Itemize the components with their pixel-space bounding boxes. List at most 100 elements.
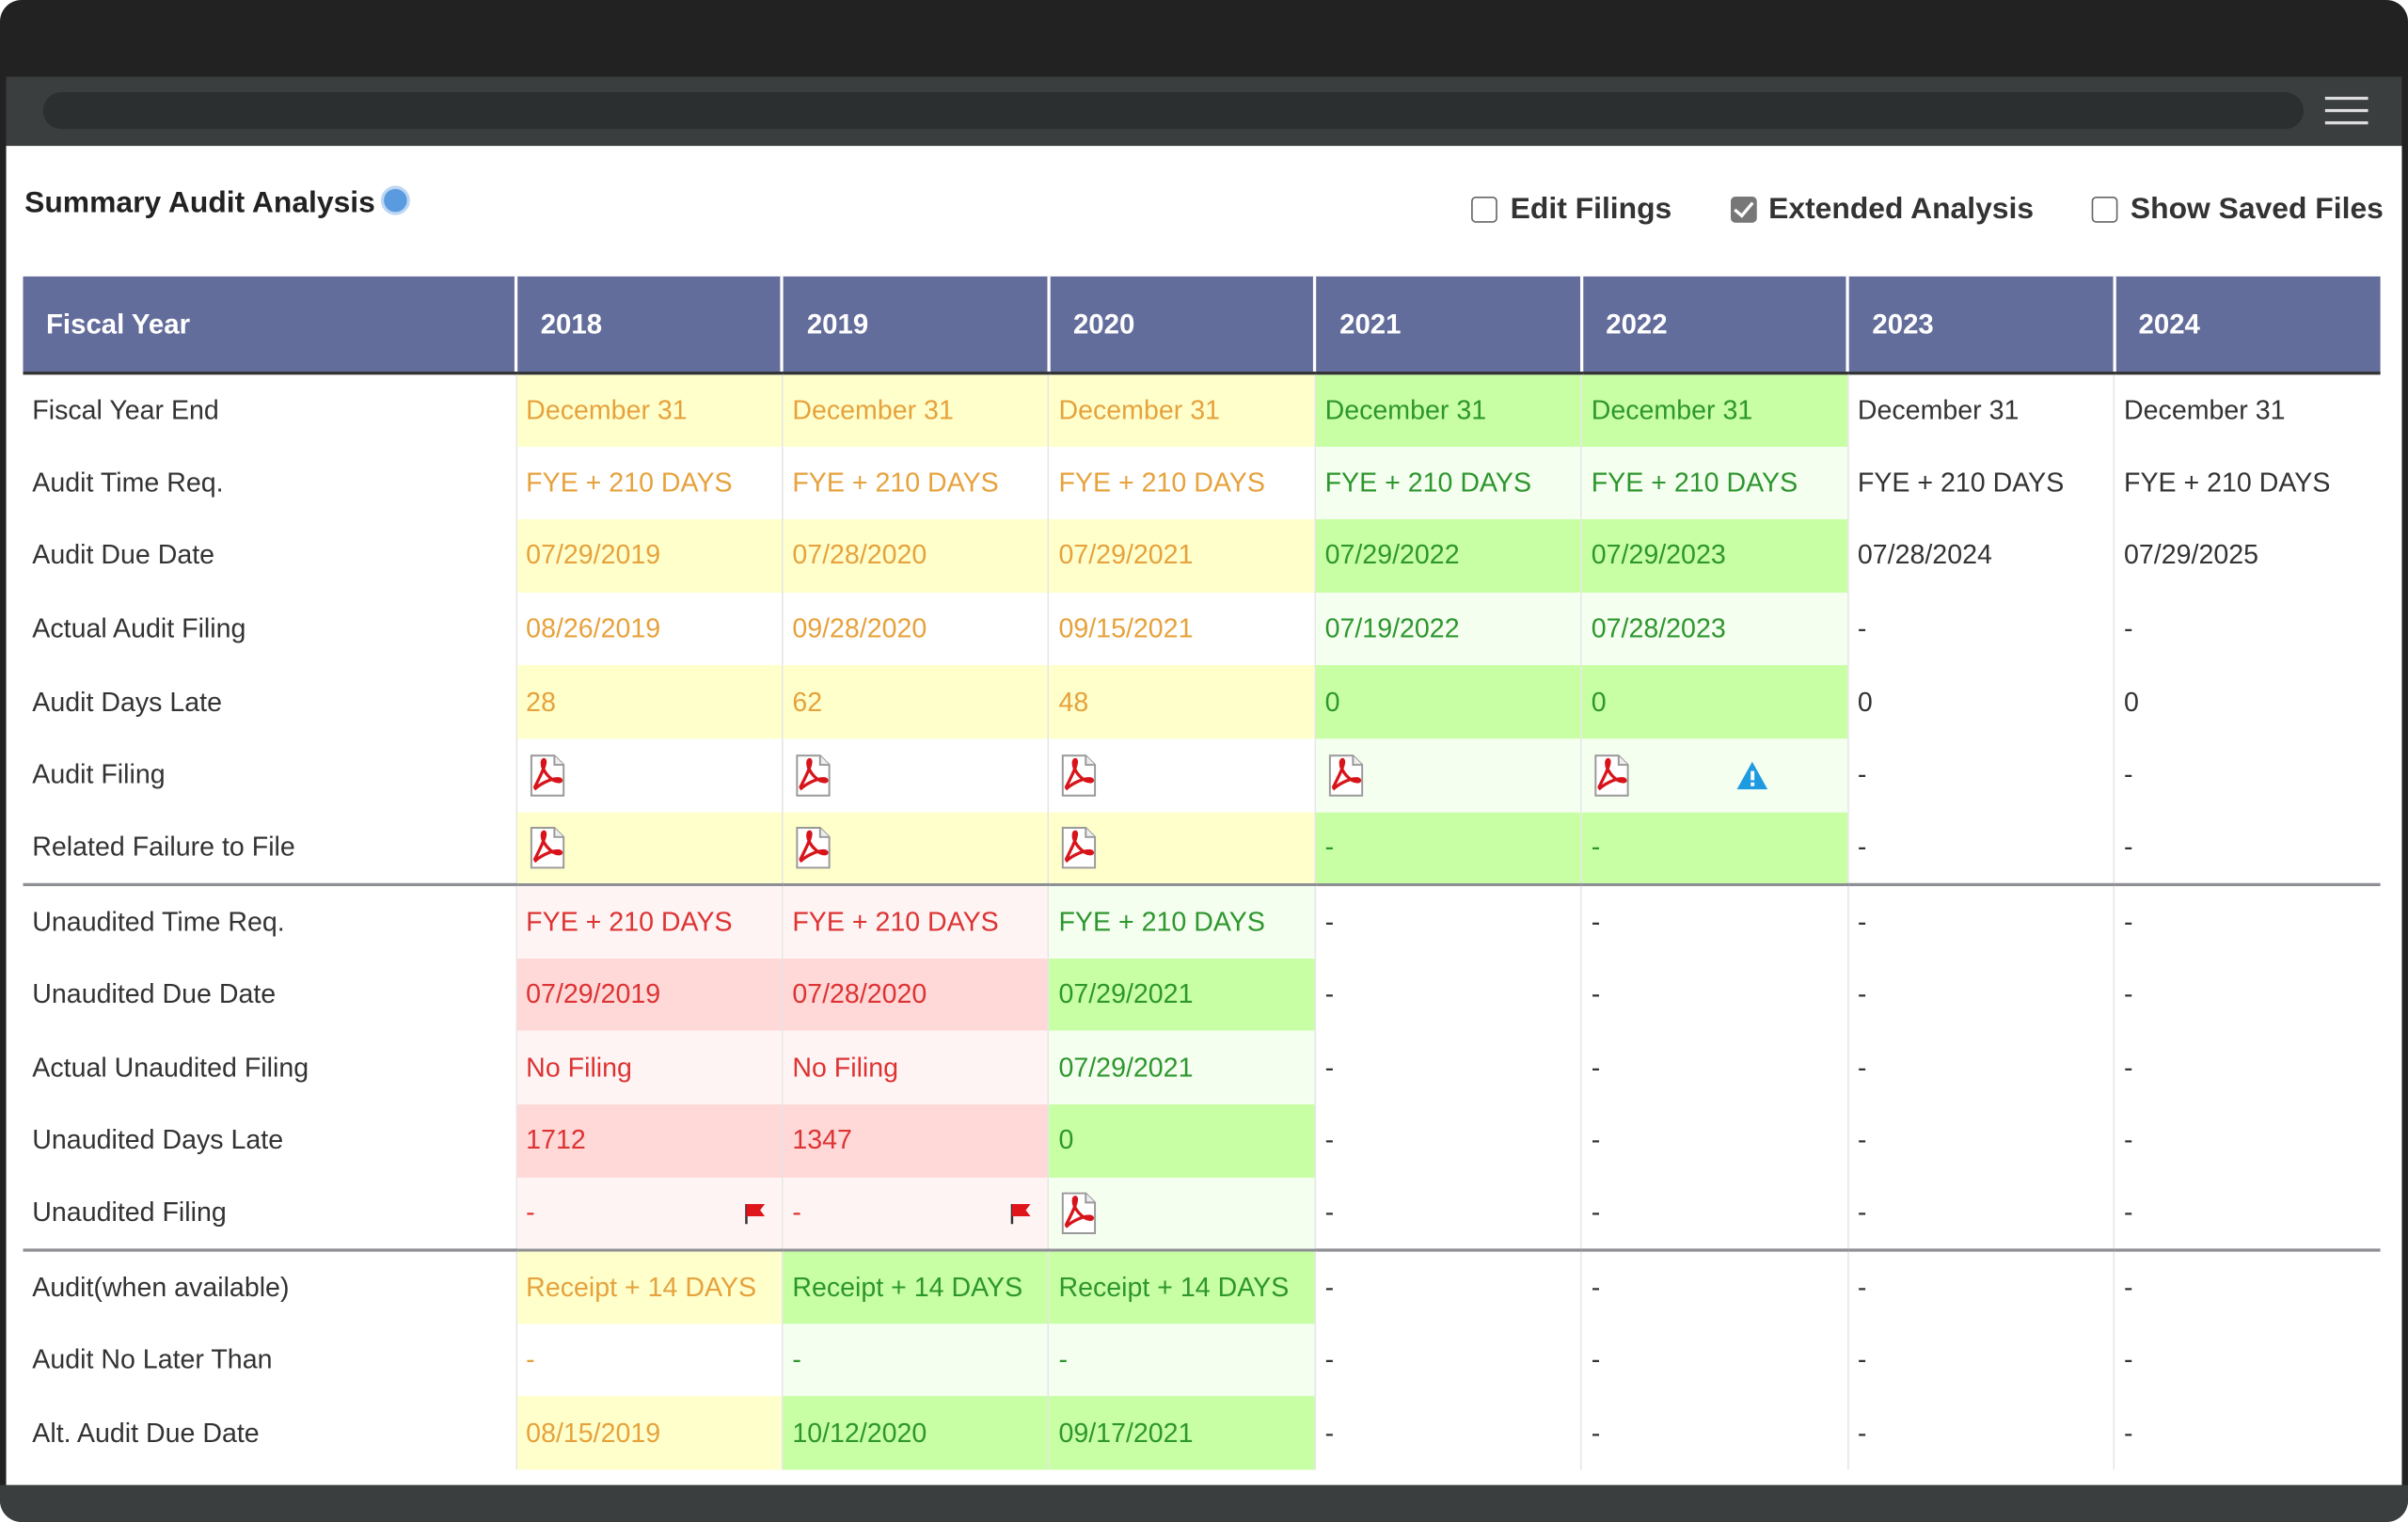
column-header: 2021 (1313, 276, 1582, 375)
table-cell: 0 (1048, 1103, 1315, 1178)
table-cell: - (1580, 1248, 1848, 1324)
cell-text: 07/29/2019 (526, 539, 661, 571)
table-cell (1580, 738, 1848, 812)
cell-text: December 31 (1324, 394, 1487, 425)
table-cell: 07/19/2022 (1314, 592, 1582, 666)
table-cell: - (1846, 738, 2115, 812)
checkbox[interactable]: Show Saved Files (2092, 192, 2384, 228)
table-cell: 07/28/2023 (1580, 592, 1848, 666)
cell-text: No Filing (792, 1051, 899, 1083)
cell-text: - (1591, 1197, 1601, 1229)
column-header: Fiscal Year (23, 276, 516, 375)
table-cell (1048, 1177, 1315, 1251)
row-label: Audit Time Req. (32, 467, 224, 498)
table-cell: FYE + 210 DAYS (515, 446, 783, 520)
table-row: Related Failure to File - - - - (23, 811, 2381, 885)
table-cell: - (1846, 1248, 2115, 1324)
table-cell: - (1846, 1323, 2115, 1397)
cell-text: FYE + 210 DAYS (1591, 467, 1798, 498)
pdf-icon[interactable] (1325, 753, 1365, 797)
cell-text: - (1324, 1197, 1335, 1229)
row-label: Fiscal Year End (32, 394, 219, 425)
address-bar[interactable] (42, 91, 2304, 130)
cell-text: - (1324, 978, 1335, 1009)
warning-icon[interactable] (1735, 760, 1769, 791)
row-label: Audit Due Date (32, 539, 215, 571)
cell-text: - (1857, 1271, 1867, 1303)
table-cell: December 31 (515, 373, 783, 447)
table-cell: - (1580, 811, 1848, 885)
row-label: Unaudited Due Date (32, 978, 277, 1009)
table-cell: 07/29/2019 (515, 519, 783, 593)
title-text: Summary Audit Analysis (24, 185, 375, 220)
table-cell: - (1846, 1177, 2115, 1251)
cell-text: 1347 (792, 1124, 852, 1156)
cell-text: FYE + 210 DAYS (1324, 467, 1532, 498)
pdf-icon[interactable] (1058, 1192, 1098, 1235)
row-label: Audit Days Late (32, 686, 222, 717)
table-cell: 0 (1580, 665, 1848, 739)
flag-icon[interactable] (741, 1200, 768, 1225)
pdf-icon[interactable] (526, 826, 565, 869)
checkbox-box[interactable] (1730, 196, 1757, 223)
cell-text: - (2124, 1343, 2133, 1375)
pdf-icon[interactable] (1592, 753, 1631, 797)
table-row: Unaudited Due Date 07/29/2019 07/28/2020 07… (23, 958, 2381, 1032)
cell-text: Receipt + 14 DAYS (792, 1271, 1023, 1303)
table-cell: 07/29/2025 (2113, 519, 2381, 593)
cell-text: 28 (526, 686, 556, 717)
table-cell: - (1846, 1103, 2115, 1178)
checkbox[interactable]: Edit Filings (1471, 192, 1672, 228)
cell-text: 62 (792, 686, 823, 717)
help-icon[interactable] (381, 185, 411, 215)
cell-text: - (1857, 1343, 1867, 1375)
table-cell: 09/15/2021 (1048, 592, 1315, 666)
table-cell: - (2113, 1248, 2381, 1324)
checkbox[interactable]: Extended Analysis (1730, 192, 2034, 228)
table-cell: - (1314, 1248, 1582, 1324)
cell-text: - (1591, 1124, 1601, 1156)
flag-icon[interactable] (1008, 1200, 1036, 1225)
cell-text: - (2124, 1271, 2133, 1303)
pdf-icon[interactable] (526, 753, 565, 797)
audit-table: Fiscal Year 2018 2019 2020 2021 2022 2023 2024 F… (23, 276, 2381, 1470)
menu-button[interactable] (2324, 96, 2368, 125)
cell-text: 07/28/2020 (792, 978, 927, 1009)
status-bar (0, 1484, 2408, 1522)
cell-text: - (2124, 1197, 2133, 1229)
cell-text: - (1591, 978, 1601, 1009)
table-cell: - (1580, 1396, 1848, 1470)
table-row: Audit Due Date 07/29/2019 07/28/2020 07/29/… (23, 519, 2381, 593)
cell-text: Receipt + 14 DAYS (526, 1271, 757, 1303)
table-cell: Receipt + 14 DAYS (781, 1248, 1049, 1324)
table-cell: 08/26/2019 (515, 592, 783, 666)
table-cell: FYE + 210 DAYS (1314, 446, 1582, 520)
pdf-icon[interactable] (1058, 753, 1098, 797)
table-cell (781, 811, 1049, 885)
cell-text: - (1857, 1197, 1867, 1229)
pdf-icon[interactable] (1058, 826, 1098, 869)
cell-text: December 31 (526, 394, 688, 425)
table-cell: 1347 (781, 1103, 1049, 1178)
cell-text: 0 (1058, 1124, 1074, 1156)
table-cell (781, 738, 1049, 812)
pdf-icon[interactable] (792, 753, 832, 797)
table-cell: - (1846, 958, 2115, 1032)
table-cell: 48 (1048, 665, 1315, 739)
cell-text: - (1324, 1343, 1335, 1375)
cell-text: - (526, 1343, 535, 1375)
table-row: Alt. Audit Due Date 08/15/2019 10/12/2020 0… (23, 1396, 2381, 1470)
table-cell: 07/28/2020 (781, 958, 1049, 1032)
cell-text: December 31 (2124, 394, 2286, 425)
table-cell: - (1314, 1031, 1582, 1104)
checkbox-box[interactable] (2092, 196, 2118, 223)
pdf-icon[interactable] (792, 826, 832, 869)
cell-text: - (2124, 1051, 2133, 1083)
column-header: 2024 (2112, 276, 2381, 375)
column-header: 2023 (1846, 276, 2115, 375)
checkbox-label: Edit Filings (1510, 192, 1672, 226)
table-cell: 0 (1846, 665, 2115, 739)
cell-text: 08/15/2019 (526, 1417, 661, 1448)
checkbox-box[interactable] (1471, 196, 1498, 223)
